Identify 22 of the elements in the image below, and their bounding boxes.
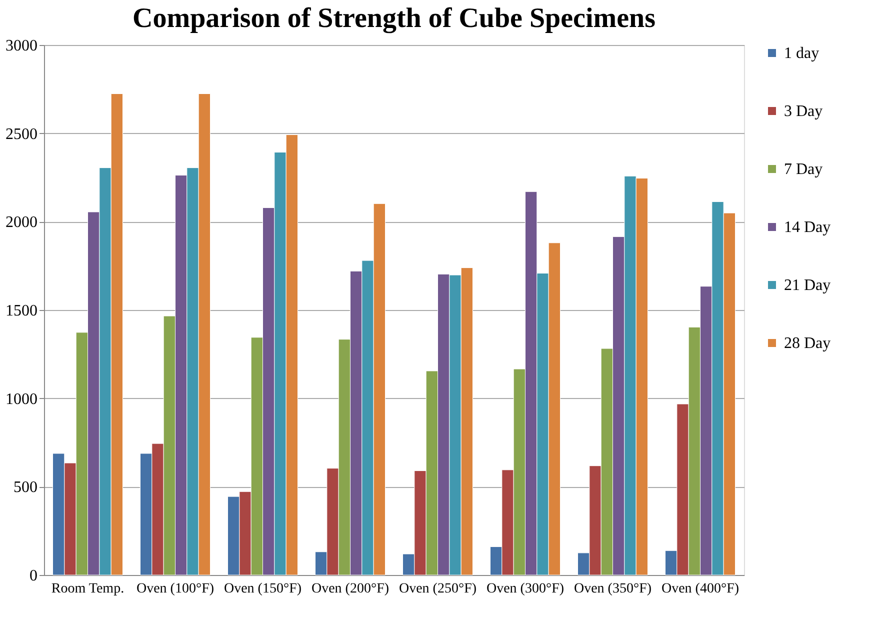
y-tick-label: 2000 [6, 214, 38, 232]
x-tick-label: Oven (400°F) [661, 582, 740, 596]
x-tick-label: Oven (200°F) [311, 582, 390, 596]
y-tick-label: 3000 [6, 38, 38, 54]
legend-label: 21 Day [784, 277, 831, 294]
x-tick-label: Oven (300°F) [486, 582, 564, 596]
y-tick-label: 1500 [6, 302, 38, 320]
x-tick-label: Oven (100°F) [136, 582, 214, 596]
x-tick-label: Oven (250°F) [398, 582, 477, 596]
legend-label: 1 day [784, 45, 820, 62]
x-tick-label: Oven (350°F) [574, 582, 652, 596]
legend-label: 7 Day [784, 161, 823, 178]
legend-label: 3 Day [784, 103, 823, 120]
y-tick-label: 0 [30, 568, 38, 584]
chart-title: Comparison of Strength of Cube Specimens [132, 3, 656, 34]
x-tick-label: Oven (150°F) [224, 582, 302, 596]
legend-label: 28 Day [784, 335, 831, 352]
legend-label: 14 Day [784, 219, 831, 236]
x-tick-label: Room Temp. [51, 582, 124, 596]
y-tick-label: 1000 [6, 390, 38, 408]
y-tick-label: 2500 [6, 126, 38, 143]
y-tick-label: 500 [14, 479, 38, 496]
